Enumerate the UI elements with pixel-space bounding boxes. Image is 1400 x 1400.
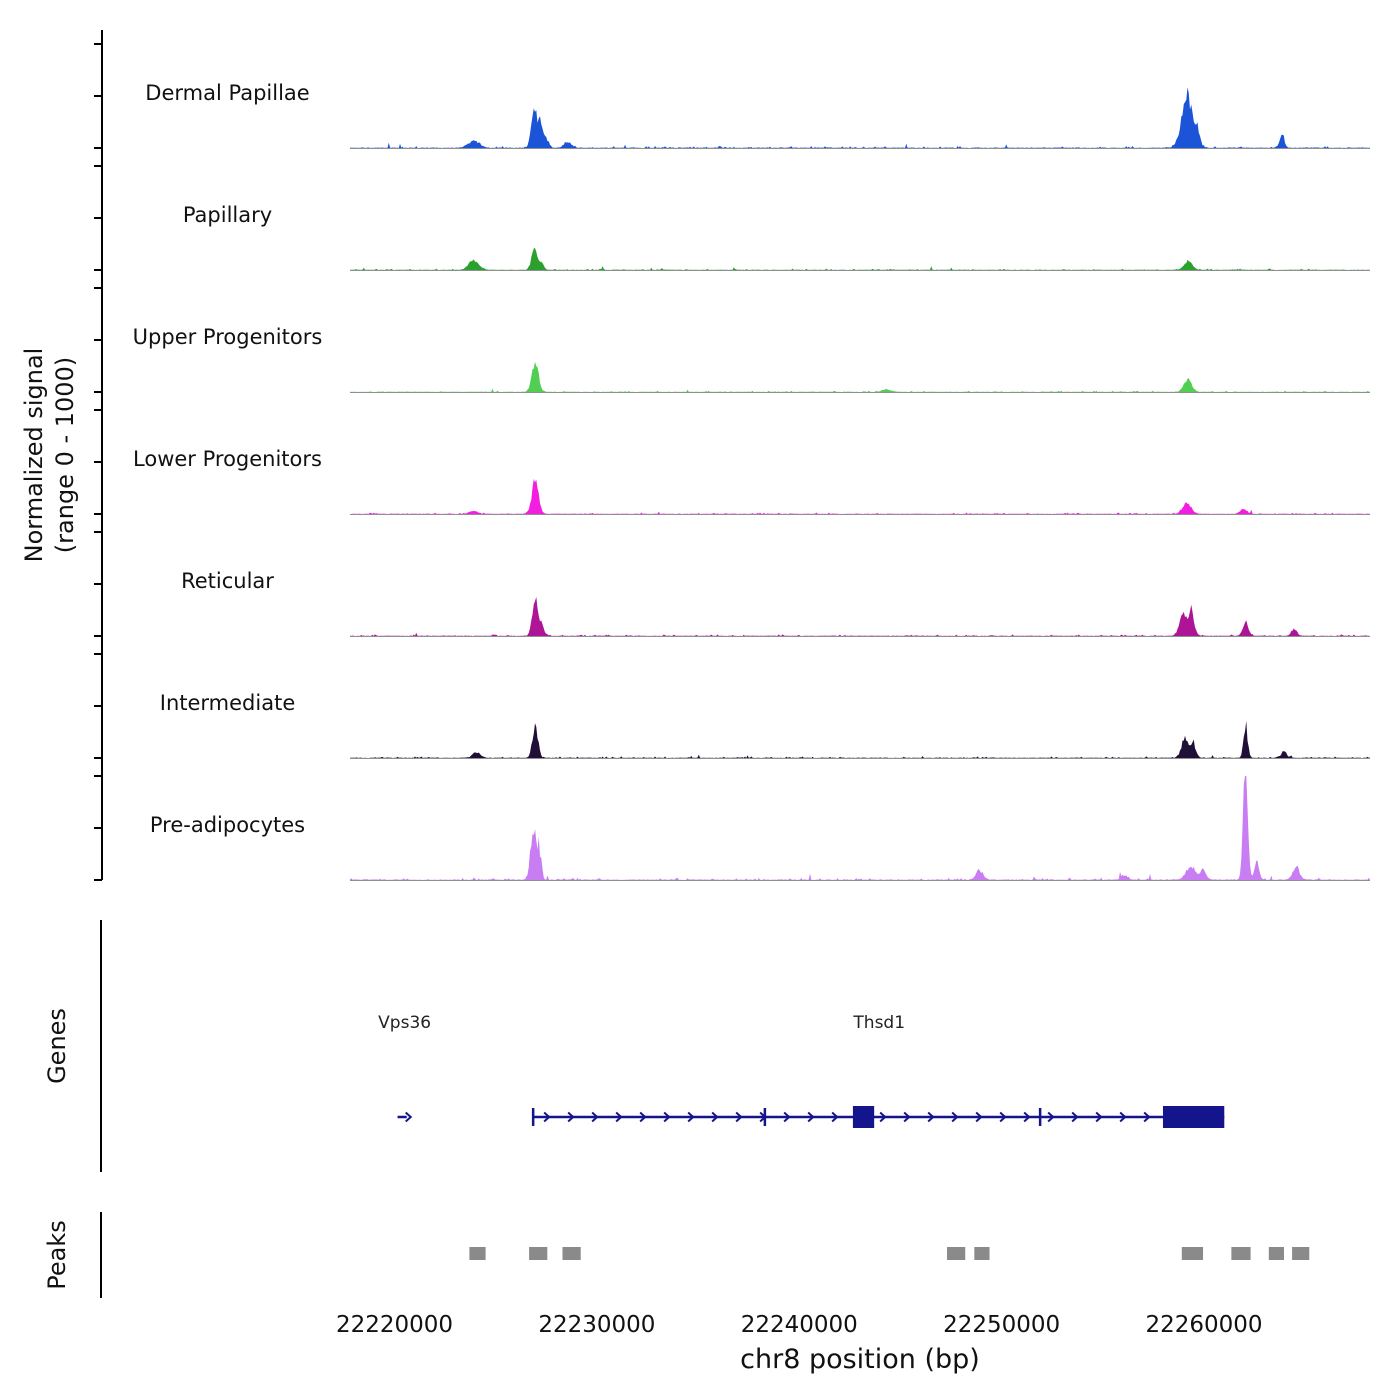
- track-label-dermal-papillae: Dermal Papillae: [145, 81, 310, 105]
- strand-arrow-icon: [615, 1111, 623, 1123]
- strand-arrow-icon: [807, 1111, 815, 1123]
- signal-area-reticular: [350, 596, 1370, 636]
- signal-area-upper-progenitors: [350, 361, 1370, 392]
- peaks-axis-label: Peaks: [43, 1220, 71, 1290]
- strand-arrow-icon: [687, 1111, 695, 1123]
- strand-arrow-icon: [405, 1111, 413, 1123]
- strand-arrow-icon: [711, 1111, 719, 1123]
- y-axis-label-line2: (range 0 - 1000): [51, 356, 79, 554]
- strand-arrow-icon: [951, 1111, 959, 1123]
- track-label-upper-progenitors: Upper Progenitors: [132, 325, 323, 349]
- peak-region: [1292, 1247, 1310, 1260]
- peak-region: [974, 1247, 990, 1260]
- y-axis-label-line1: Normalized signal: [20, 347, 48, 563]
- signal-track-pre-adipocytes: [350, 776, 1370, 881]
- peak-region: [1181, 1247, 1204, 1260]
- strand-arrow-icon: [567, 1111, 575, 1123]
- strand-arrow-icon: [663, 1111, 671, 1123]
- strand-arrow-icon: [783, 1111, 791, 1123]
- track-label-pre-adipocytes: Pre-adipocytes: [149, 813, 306, 837]
- signal-track-dermal-papillae: [350, 87, 1370, 149]
- genes-svg: Vps36 Thsd1: [378, 1013, 1225, 1128]
- strand-arrow-icon: [903, 1111, 911, 1123]
- strand-arrow-icon: [1143, 1111, 1151, 1123]
- genes-axis-spine: [100, 920, 102, 1172]
- gene-exon: [1162, 1106, 1225, 1128]
- x-tick-label: 22230000: [538, 1312, 656, 1338]
- x-tick-label: 22240000: [740, 1312, 858, 1338]
- signal-track-upper-progenitors: [350, 361, 1370, 393]
- peak-region: [1231, 1247, 1251, 1260]
- signal-track-reticular: [350, 596, 1370, 637]
- peak-region: [469, 1247, 486, 1260]
- gene-thsd1: Thsd1: [531, 1013, 1225, 1128]
- peak-region: [1268, 1247, 1284, 1260]
- strand-arrow-icon: [591, 1111, 599, 1123]
- track-label-lower-progenitors: Lower Progenitors: [133, 447, 322, 471]
- gene-vps36: Vps36: [378, 1013, 431, 1123]
- track-label-reticular: Reticular: [181, 569, 274, 593]
- signal-area-papillary: [350, 248, 1370, 270]
- strand-arrow-icon: [639, 1111, 647, 1123]
- strand-arrow-icon: [735, 1111, 743, 1123]
- strand-arrow-icon: [1071, 1111, 1079, 1123]
- signal-area-lower-progenitors: [350, 478, 1370, 514]
- x-tick-label: 22260000: [1145, 1312, 1263, 1338]
- peaks-svg: [469, 1247, 1310, 1260]
- signal-area-intermediate: [350, 720, 1370, 758]
- peak-region: [947, 1247, 966, 1260]
- strand-arrow-icon: [1047, 1111, 1055, 1123]
- peak-region: [562, 1247, 581, 1260]
- signal-area-dermal-papillae: [350, 87, 1370, 148]
- strand-arrow-icon: [759, 1111, 767, 1123]
- y-axis-spine: [94, 30, 103, 881]
- track-label-papillary: Papillary: [182, 203, 273, 227]
- strand-arrow-icon: [543, 1111, 551, 1123]
- genes-axis-label: Genes: [43, 1008, 71, 1084]
- x-tick-label: 22250000: [943, 1312, 1061, 1338]
- strand-arrow-icon: [1023, 1111, 1031, 1123]
- x-axis-title: chr8 position (bp): [740, 1344, 980, 1375]
- strand-arrow-icon: [831, 1111, 839, 1123]
- gene-name-label: Thsd1: [852, 1013, 905, 1033]
- gene-exon: [852, 1106, 875, 1128]
- gene-name-label: Vps36: [378, 1013, 431, 1033]
- signal-track-papillary: [350, 248, 1370, 271]
- track-label-intermediate: Intermediate: [159, 691, 296, 715]
- strand-arrow-icon: [927, 1111, 935, 1123]
- x-tick-label: 22220000: [335, 1312, 454, 1338]
- signal-track-lower-progenitors: [350, 478, 1370, 515]
- peak-region: [529, 1247, 548, 1260]
- strand-arrow-icon: [879, 1111, 887, 1123]
- strand-arrow-icon: [999, 1111, 1007, 1123]
- y-axis-label: Normalized signal (range 0 - 1000): [19, 145, 81, 765]
- signal-area-pre-adipocytes: [350, 776, 1370, 880]
- strand-arrow-icon: [1095, 1111, 1103, 1123]
- strand-arrow-icon: [1119, 1111, 1127, 1123]
- signal-track-intermediate: [350, 720, 1370, 759]
- peaks-axis-spine: [100, 1212, 102, 1298]
- strand-arrow-icon: [975, 1111, 983, 1123]
